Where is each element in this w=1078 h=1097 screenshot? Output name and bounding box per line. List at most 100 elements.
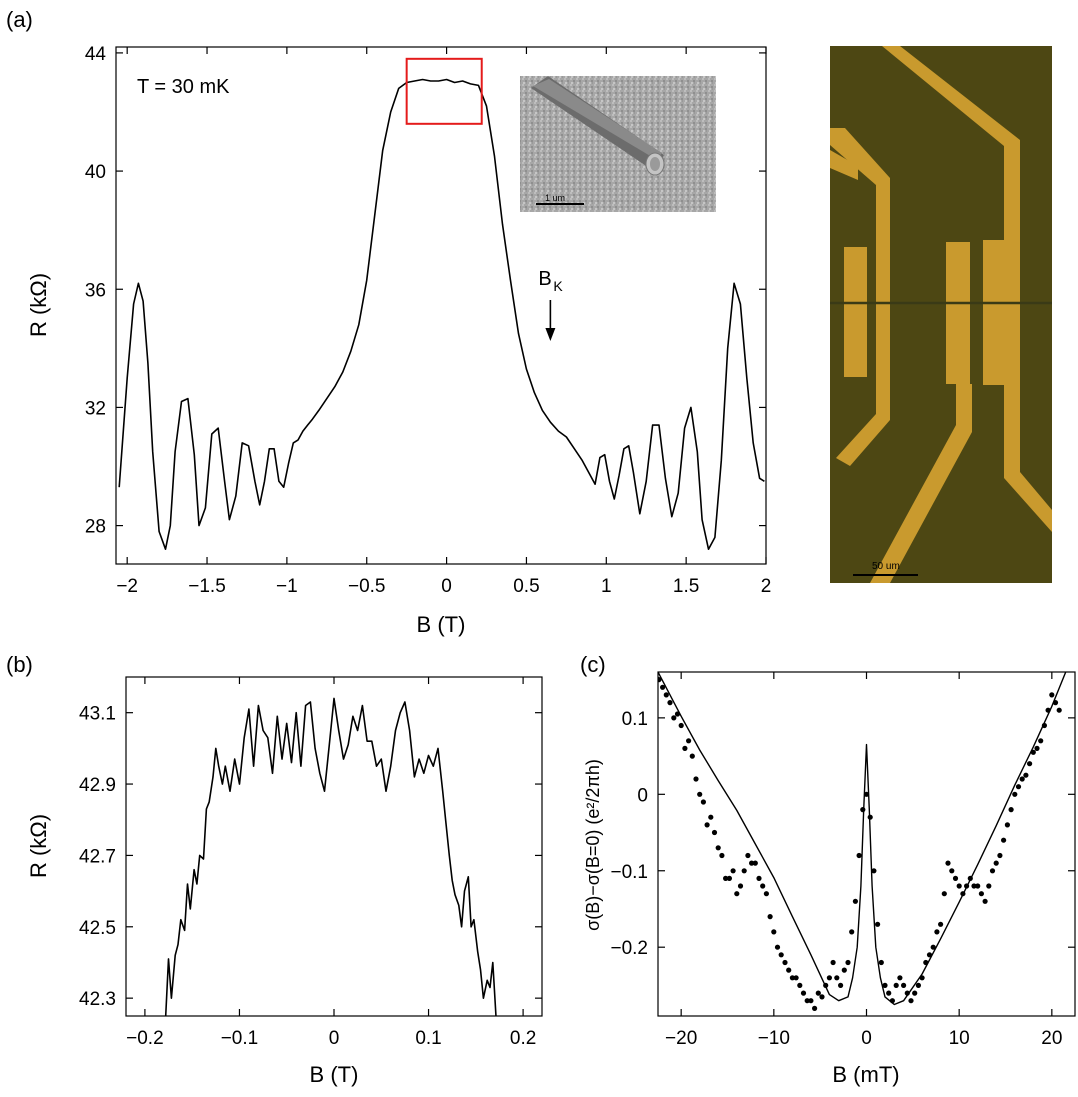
chart-b-xtick-label: 0.1: [415, 1028, 441, 1049]
chart-b-xtick-label: 0.2: [510, 1028, 536, 1049]
chart-c-point: [1049, 692, 1055, 698]
chart-a-xtick-label: 1: [601, 576, 612, 597]
chart-c-point: [956, 883, 962, 889]
chart-c-point: [952, 875, 959, 882]
chart-c-point: [938, 921, 944, 927]
chart-c-point: [1023, 772, 1029, 778]
chart-a-xtick-label: 0: [441, 576, 452, 597]
chart-b-ticks: −0.2 −0.1 0 0.1 0.2 42.3 42.5 42.7 42.9 43.1: [79, 677, 542, 1049]
chart-c-point: [782, 959, 788, 966]
chart-c-point: [667, 700, 673, 706]
chart-c-point: [1008, 807, 1014, 813]
chart-c-point: [763, 891, 770, 897]
chart-c-point: [886, 990, 892, 996]
chart-c-point: [708, 814, 714, 820]
chart-c-point: [901, 982, 907, 989]
chart-c-point: [774, 944, 781, 950]
chart-c-point: [949, 868, 955, 874]
chart-c-point: [819, 994, 825, 1000]
chart-c-point: [1015, 784, 1022, 790]
chart-c-point: [726, 875, 733, 882]
chart-a: −2 −1.5 −1 −0.5 0 0.5 1 1.5 2 28 32 36 40 44 T = 30 m…: [26, 44, 771, 637]
chart-c-point: [812, 1005, 818, 1012]
chart-a-xtick-label: −1.5: [188, 576, 226, 597]
chart-c-point: [678, 722, 684, 729]
chart-c-point: [1027, 761, 1033, 767]
chart-b-xlabel: B (T): [310, 1062, 359, 1087]
chart-c-point: [897, 975, 903, 981]
chart-a-xtick-label: 2: [761, 576, 772, 597]
bk-subscript: K: [553, 278, 563, 294]
chart-c-point: [915, 982, 922, 989]
chart-c-point: [797, 982, 803, 989]
chart-b-ytick-label: 43.1: [79, 704, 116, 725]
chart-c-point: [834, 975, 840, 981]
chart-c-point: [863, 791, 870, 797]
chart-b-ytick-label: 42.7: [79, 846, 116, 867]
chart-c-point: [693, 776, 699, 782]
chart-a-series-line: [118, 78, 765, 550]
chart-c-point: [893, 982, 899, 989]
chart-c-point: [660, 684, 666, 690]
chart-c-point: [856, 852, 862, 859]
chart-c-point: [778, 952, 784, 958]
chart-c-point: [741, 868, 747, 874]
chart-c-ticks: −20 −10 0 10 20 −0.2 −0.1 0 0.1: [610, 672, 1075, 1049]
chart-c-point: [875, 921, 881, 927]
chart-c-point: [1034, 745, 1040, 752]
chart-c-frame: [657, 671, 1076, 1017]
chart-c-ytick-label: −0.1: [610, 862, 648, 883]
chart-b-ylabel: R (kΩ): [26, 814, 51, 878]
chart-c-point: [767, 914, 773, 920]
chart-c-point: [838, 982, 844, 989]
chart-c-ytick-label: −0.2: [610, 938, 648, 959]
chart-c-point: [749, 860, 755, 866]
chart-c-point: [771, 929, 777, 935]
panel-label-b: (b): [6, 652, 33, 677]
chart-c-point: [1001, 837, 1007, 843]
chart-a-xtick-label: −1: [276, 576, 298, 597]
chart-a-ylabel: R (kΩ): [26, 273, 51, 337]
chart-c-point: [826, 975, 833, 981]
chart-c-point: [845, 959, 851, 966]
chart-c-point: [1038, 738, 1044, 744]
chart-c-point: [971, 883, 977, 889]
chart-c-point: [682, 745, 688, 752]
chart-c-point: [986, 883, 992, 889]
chart-c-point: [704, 822, 710, 828]
chart-c-point: [815, 990, 821, 996]
chart-a-ytick-label: 36: [85, 280, 106, 301]
chart-c-point: [934, 929, 940, 935]
optical-scale-label: 50 um: [872, 561, 900, 572]
chart-c-point: [711, 829, 718, 836]
panel-label-a: (a): [6, 7, 33, 32]
chart-c-point: [730, 868, 736, 874]
chart-c-point: [737, 883, 744, 889]
chart-c-point: [841, 967, 847, 973]
chart-b-xtick-label: −0.2: [126, 1028, 164, 1049]
chart-a-ticks: −2 −1.5 −1 −0.5 0 0.5 1 1.5 2 28 32 36 40 44: [85, 44, 771, 597]
chart-c-point: [734, 891, 740, 897]
chart-c-point: [930, 944, 936, 950]
chart-c-point: [715, 845, 721, 851]
chart-c-point: [686, 738, 692, 744]
chart-a-frame: [115, 46, 767, 565]
chart-c-point: [756, 875, 762, 882]
optical-micrograph: 50 um: [830, 46, 1052, 583]
chart-b-xtick-label: 0: [329, 1028, 340, 1049]
panel-label-c: (c): [580, 652, 606, 677]
chart-c-point: [1019, 776, 1025, 782]
chart-c-point: [1004, 822, 1011, 828]
sem-scale-label: 1 um: [545, 193, 565, 203]
chart-c-point: [786, 967, 792, 973]
chart-c-xtick-label: 0: [861, 1028, 872, 1049]
chart-c-point: [945, 860, 951, 866]
chart-a-xtick-label: −0.5: [348, 576, 386, 597]
bk-arrow-head: [545, 328, 556, 341]
chart-c-xtick-label: 20: [1041, 1028, 1062, 1049]
chart-c-point: [723, 875, 729, 882]
chart-b-series-line: [164, 697, 497, 1016]
chart-a-xtick-label: 1.5: [673, 576, 699, 597]
chart-c-point: [882, 982, 888, 989]
chart-c-point: [808, 998, 814, 1004]
